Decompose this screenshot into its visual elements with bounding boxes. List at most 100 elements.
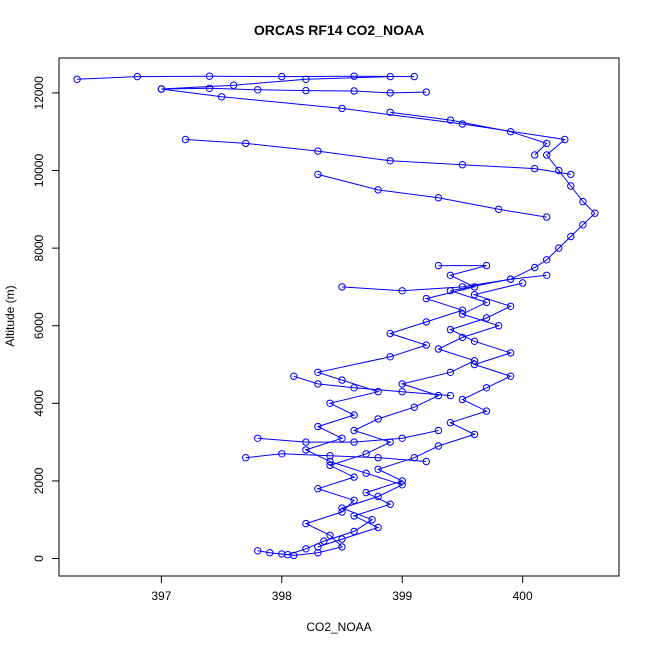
data-point <box>338 104 346 113</box>
data-point <box>242 454 250 462</box>
x-tick-label: 400 <box>513 589 533 603</box>
data-point <box>434 426 443 435</box>
data-point <box>482 261 491 270</box>
data-point <box>302 86 310 95</box>
data-point <box>531 164 539 173</box>
data-point <box>470 337 479 345</box>
data-point <box>506 275 515 283</box>
data-point <box>482 298 491 307</box>
series-line <box>293 375 451 397</box>
data-point <box>302 438 310 446</box>
x-axis: 397 398 399 400 <box>151 576 533 603</box>
data-point <box>555 244 563 252</box>
data-point <box>314 485 322 493</box>
data-point <box>314 549 322 557</box>
data-point <box>278 450 286 458</box>
plot-area <box>73 72 599 560</box>
data-point <box>543 213 551 221</box>
data-point <box>446 391 455 400</box>
data-point <box>398 434 406 442</box>
data-point <box>350 512 358 520</box>
data-point <box>362 488 370 497</box>
y-tick-label: 10000 <box>32 154 46 188</box>
series-line <box>257 265 487 556</box>
data-point <box>374 186 382 194</box>
data-point <box>543 139 551 148</box>
data-point <box>157 85 166 93</box>
data-point <box>482 407 491 415</box>
data-point <box>410 403 418 411</box>
data-point <box>506 349 515 357</box>
data-point <box>302 545 310 553</box>
x-tick-label: 398 <box>272 589 292 603</box>
data-point <box>386 500 394 508</box>
data-point <box>543 271 551 279</box>
y-axis: 0 2000 4000 6000 8000 10000 12000 <box>32 76 59 562</box>
data-point <box>326 457 334 466</box>
data-point <box>482 314 491 322</box>
data-point <box>302 519 310 528</box>
data-point <box>434 261 443 270</box>
data-point <box>567 232 575 241</box>
data-point <box>398 388 406 396</box>
data-point <box>350 473 358 481</box>
data-point <box>506 128 515 136</box>
data-point <box>446 271 455 279</box>
data-point <box>254 547 262 555</box>
data-point <box>350 438 358 446</box>
data-point <box>266 549 274 557</box>
series-line <box>317 173 547 218</box>
y-tick-label: 0 <box>32 555 46 562</box>
data-point <box>73 75 81 84</box>
data-point <box>458 306 467 314</box>
data-point <box>422 294 430 303</box>
data-point <box>458 283 467 291</box>
data-point <box>422 341 430 349</box>
data-point <box>338 283 346 291</box>
data-point <box>398 477 406 485</box>
data-point <box>470 291 479 299</box>
data-point <box>555 166 563 175</box>
series-line <box>161 76 596 556</box>
data-point <box>338 535 346 543</box>
data-point <box>494 205 503 214</box>
data-point <box>242 139 250 148</box>
data-point <box>350 527 358 536</box>
data-point <box>567 182 575 190</box>
series-line <box>317 282 523 548</box>
data-point <box>374 523 382 532</box>
data-point <box>398 380 406 388</box>
series-line <box>390 111 548 156</box>
data-point <box>386 108 394 117</box>
data-point <box>217 93 226 101</box>
y-axis-label: Altitude (m) <box>3 285 17 346</box>
data-point <box>338 434 346 442</box>
data-point <box>386 89 394 97</box>
data-point <box>591 209 599 217</box>
chart-title: ORCAS RF14 CO2_NOAA <box>254 22 424 38</box>
data-point <box>374 454 382 462</box>
data-point <box>422 88 430 96</box>
data-point <box>506 302 515 310</box>
data-point <box>398 481 406 489</box>
data-point <box>338 508 346 516</box>
y-tick-label: 12000 <box>32 76 46 110</box>
data-point <box>338 504 346 512</box>
data-point <box>181 135 190 144</box>
data-point <box>254 434 262 442</box>
data-point <box>543 151 551 159</box>
data-point <box>422 457 430 466</box>
data-point <box>254 86 262 94</box>
data-point <box>314 368 322 376</box>
data-point <box>314 543 322 551</box>
data-point <box>314 147 322 155</box>
data-point <box>434 194 443 202</box>
data-point <box>326 452 334 460</box>
data-point <box>446 419 455 427</box>
data-point <box>434 391 443 400</box>
series-line <box>245 453 427 462</box>
series-line <box>161 87 427 94</box>
data-point <box>470 360 479 369</box>
data-point <box>494 322 503 330</box>
